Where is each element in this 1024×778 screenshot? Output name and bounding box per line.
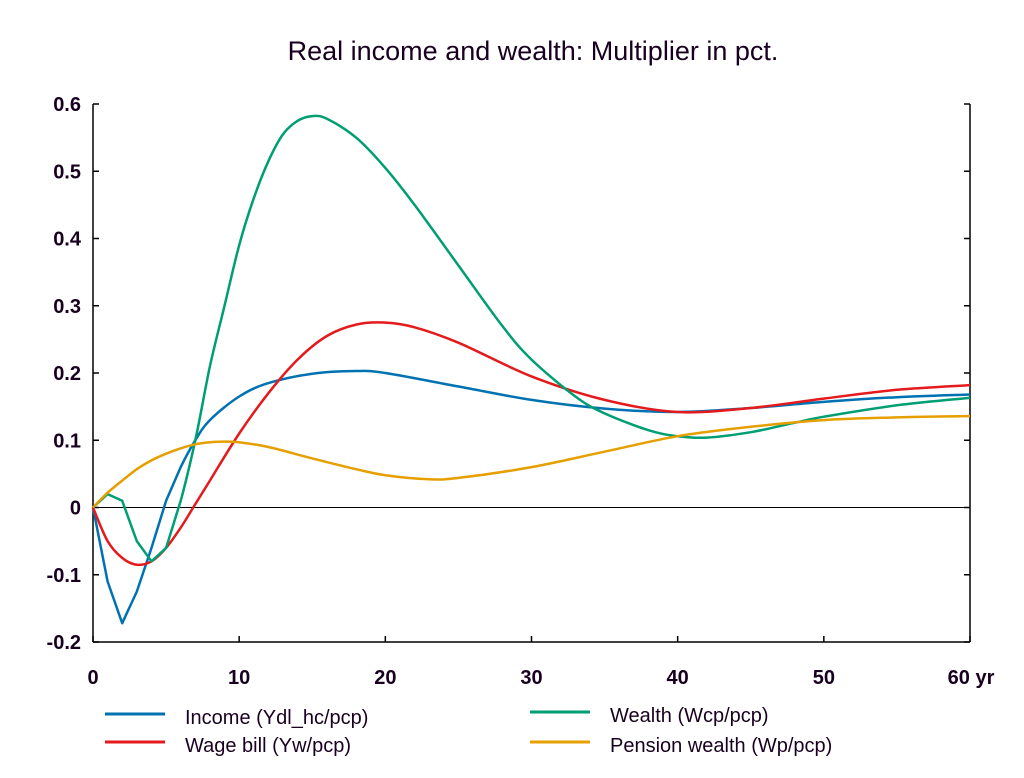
- y-tick-label: 0.1: [53, 430, 81, 452]
- series-line-income: [91, 369, 971, 625]
- axes: 0.6 0.5 0.4 0.3 0.2 0.1 0 -0.1 -0.2 0 10 20 30 40 50 60…: [47, 94, 995, 689]
- y-tick-label: 0.2: [53, 363, 81, 385]
- series-group: [91, 114, 971, 625]
- legend-label: Wage bill (Yw/pcp): [185, 735, 351, 757]
- x-tick-label: 10: [228, 667, 250, 689]
- y-tick-label: 0: [70, 498, 81, 520]
- y-tick-label: -0.2: [47, 632, 81, 654]
- legend-label: Wealth (Wcp/pcp): [610, 705, 769, 727]
- x-tick-label: 60 yr: [948, 667, 995, 689]
- chart-title: Real income and wealth: Multiplier in pc…: [288, 36, 779, 66]
- series-line-wealth: [92, 114, 971, 563]
- legend: Income (Ydl_hc/pcp) Wage bill (Yw/pcp) Wea…: [105, 705, 832, 757]
- legend-label: Income (Ydl_hc/pcp): [185, 707, 368, 729]
- series-line-pension: [92, 414, 971, 509]
- y-tick-label: 0.4: [53, 229, 82, 251]
- y-tick-label: 0.3: [53, 296, 81, 318]
- legend-label: Pension wealth (Wp/pcp): [610, 735, 832, 757]
- x-tick-label: 20: [374, 667, 396, 689]
- x-tick-label: 50: [813, 667, 835, 689]
- x-tick-label: 30: [520, 667, 542, 689]
- x-tick-label: 40: [667, 667, 689, 689]
- y-tick-label: 0.5: [53, 161, 81, 183]
- y-tick-label: 0.6: [53, 94, 81, 116]
- y-tick-label: -0.1: [47, 565, 81, 587]
- x-tick-label: 0: [87, 667, 98, 689]
